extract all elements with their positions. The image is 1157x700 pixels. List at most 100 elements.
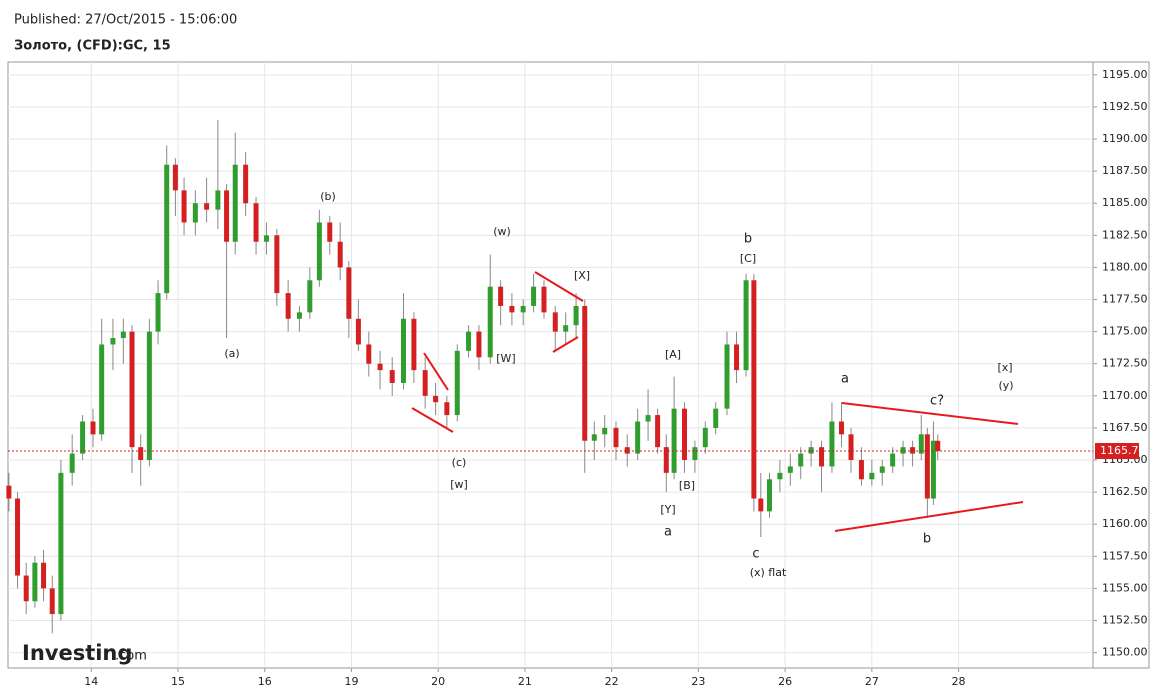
wave-label: c? bbox=[930, 394, 944, 409]
x-tick-label: 16 bbox=[258, 675, 272, 688]
y-tick-label: 1192.50 bbox=[1102, 100, 1148, 113]
x-tick-label: 22 bbox=[605, 675, 619, 688]
candle-body bbox=[120, 331, 126, 339]
candle-body bbox=[41, 562, 47, 589]
candle-body bbox=[829, 421, 835, 467]
trend-line bbox=[411, 407, 454, 433]
candle-body bbox=[80, 421, 86, 454]
y-tick-label: 1180.00 bbox=[1102, 260, 1148, 273]
candle-body bbox=[69, 453, 75, 473]
candle-body bbox=[337, 241, 343, 268]
candle-body bbox=[355, 318, 361, 345]
y-tick-label: 1190.00 bbox=[1102, 132, 1148, 145]
wave-label: [B] bbox=[679, 479, 695, 492]
x-tick-label: 15 bbox=[171, 675, 185, 688]
candle-body bbox=[758, 498, 764, 512]
candle-body bbox=[520, 305, 526, 313]
candle-body bbox=[879, 466, 885, 473]
candle-body bbox=[838, 421, 844, 435]
candle-body bbox=[681, 408, 687, 461]
logo-brand: Investing bbox=[22, 641, 132, 665]
candle-body bbox=[582, 305, 588, 441]
candle-body bbox=[552, 312, 558, 332]
wave-label: c bbox=[752, 547, 759, 562]
candle-body bbox=[243, 164, 249, 204]
wave-label: a bbox=[664, 525, 672, 540]
wave-label: (w) bbox=[493, 225, 511, 238]
candle-body bbox=[192, 203, 198, 223]
y-tick-label: 1177.50 bbox=[1102, 293, 1148, 306]
candle-body bbox=[787, 466, 793, 473]
instrument: Золото, (CFD):GC, 15 bbox=[14, 39, 171, 54]
candle-body bbox=[377, 363, 383, 371]
candle-body bbox=[274, 235, 280, 294]
candle-body bbox=[253, 203, 259, 242]
wave-label: [x] bbox=[997, 361, 1012, 374]
y-tick-label: 1152.50 bbox=[1102, 613, 1148, 626]
candle-body bbox=[110, 338, 116, 345]
candle-body bbox=[613, 427, 619, 448]
wave-label: a bbox=[841, 372, 849, 387]
candle-body bbox=[766, 479, 772, 512]
y-tick-label: 1162.50 bbox=[1102, 485, 1148, 498]
candle-body bbox=[164, 164, 170, 294]
wave-label: (a) bbox=[224, 347, 239, 360]
candle-body bbox=[591, 434, 597, 441]
candle-body bbox=[389, 370, 395, 383]
candle-body bbox=[751, 280, 757, 499]
candle-body bbox=[848, 434, 854, 461]
x-tick-label: 27 bbox=[865, 675, 879, 688]
wave-label: (x) flat bbox=[750, 566, 787, 579]
candle-body bbox=[99, 344, 105, 435]
logo-suffix: .com bbox=[115, 649, 147, 664]
wave-label: (c) bbox=[452, 456, 467, 469]
candle-body bbox=[890, 453, 896, 467]
y-tick-label: 1150.00 bbox=[1102, 646, 1148, 659]
y-tick-label: 1182.50 bbox=[1102, 228, 1148, 241]
candle-body bbox=[692, 447, 698, 461]
wave-label: b bbox=[744, 232, 752, 247]
candle-body bbox=[466, 331, 472, 351]
candle-body bbox=[635, 421, 641, 454]
trend-line bbox=[841, 402, 1019, 425]
trend-line bbox=[423, 352, 449, 391]
candle-body bbox=[869, 472, 875, 480]
trend-line bbox=[534, 271, 584, 302]
candle-body bbox=[602, 427, 608, 435]
candle-body bbox=[910, 447, 916, 454]
candle-body bbox=[15, 498, 21, 576]
candle-body bbox=[798, 453, 804, 467]
candle-body bbox=[498, 286, 504, 306]
candle-body bbox=[924, 434, 930, 499]
candle-body bbox=[346, 267, 352, 319]
logo: Investing .com bbox=[22, 641, 147, 665]
candle-body bbox=[285, 293, 291, 319]
candle-body bbox=[49, 588, 55, 615]
candle-body bbox=[155, 293, 161, 332]
candle-body bbox=[146, 331, 152, 461]
candle-body bbox=[263, 235, 269, 242]
candle-body bbox=[296, 312, 302, 319]
candle-body bbox=[671, 408, 677, 473]
y-tick-label: 1185.00 bbox=[1102, 196, 1148, 209]
candle-body bbox=[573, 305, 579, 326]
candle-body bbox=[411, 318, 417, 371]
y-tick-label: 1170.00 bbox=[1102, 389, 1148, 402]
candle-body bbox=[181, 190, 187, 223]
y-tick-label: 1195.00 bbox=[1102, 68, 1148, 81]
candle-body bbox=[172, 164, 178, 191]
candle-body bbox=[624, 447, 630, 454]
x-tick-label: 20 bbox=[431, 675, 445, 688]
candle-body bbox=[655, 415, 661, 448]
candle-body bbox=[935, 440, 941, 452]
candle-body bbox=[487, 286, 493, 358]
trend-line bbox=[834, 501, 1024, 532]
candle-body bbox=[930, 440, 936, 499]
candle-body bbox=[366, 344, 372, 364]
wave-label: [X] bbox=[574, 269, 590, 282]
candle-body bbox=[476, 331, 482, 358]
x-tick-label: 26 bbox=[778, 675, 792, 688]
candle-body bbox=[422, 370, 428, 396]
candle-body bbox=[232, 164, 238, 242]
